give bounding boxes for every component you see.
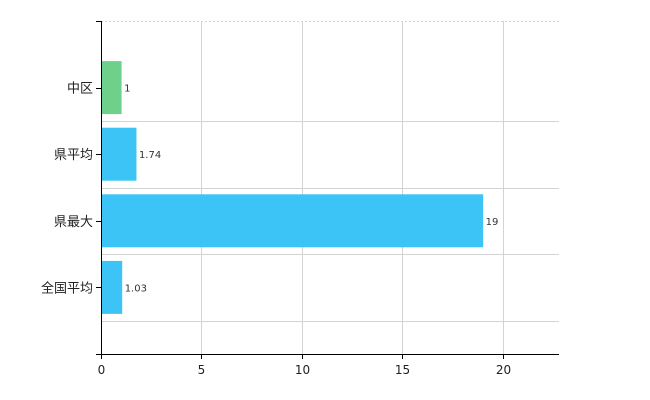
x-tick-label: 0 <box>98 363 106 377</box>
category-label: 県最大 <box>54 215 93 230</box>
axes <box>96 21 559 359</box>
bar <box>101 61 122 115</box>
data-label: 1.74 <box>139 150 161 161</box>
category-label: 県平均 <box>54 148 93 163</box>
category-label: 中区 <box>67 82 93 97</box>
bar <box>101 194 484 248</box>
category-label: 全国平均 <box>41 280 93 296</box>
x-tick-label: 20 <box>496 363 511 377</box>
grid <box>101 21 559 354</box>
x-tick-label: 10 <box>295 363 310 377</box>
x-tick-label: 5 <box>198 363 206 377</box>
data-label: 1.03 <box>125 283 147 294</box>
data-label: 1 <box>124 84 130 95</box>
bar <box>101 260 123 314</box>
labels: 1 中区 1.74 県平均 19 県最大 1.03 全国平均 0 5 10 15 20 <box>41 82 511 377</box>
x-tick-label: 15 <box>395 363 410 377</box>
bars <box>101 61 484 314</box>
bar <box>101 127 137 181</box>
data-label: 19 <box>486 217 499 228</box>
